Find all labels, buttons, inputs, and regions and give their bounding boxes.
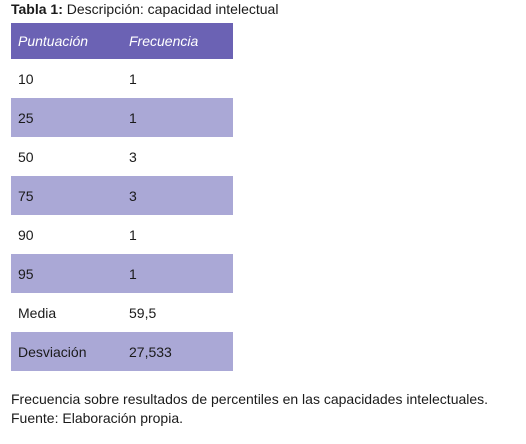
cell-puntuacion: 25 [18,109,34,126]
cell-puntuacion: 10 [18,70,34,87]
table-notes: Frecuencia sobre resultados de percentil… [11,390,488,428]
header-frecuencia: Frecuencia [129,33,199,49]
cell-frecuencia: 27,533 [129,343,172,360]
cell-puntuacion: 95 [18,265,34,282]
cell-puntuacion: Desviación [18,343,87,360]
cell-frecuencia: 1 [129,109,137,126]
cell-frecuencia: 3 [129,187,137,204]
cell-puntuacion: Media [18,304,57,321]
caption-text: Descripción: capacidad intelectual [66,1,279,17]
frequency-table: Puntuación Frecuencia 10 1 25 1 50 3 75 … [11,23,233,371]
cell-puntuacion: 75 [18,187,34,204]
cell-puntuacion: 50 [18,148,34,165]
table-row: 50 3 [11,137,233,176]
note-source: Fuente: Elaboración propia. [11,410,183,426]
table-row-media: Media 59,5 [11,293,233,332]
table-row-desviacion: Desviación 27,533 [11,332,233,371]
table-header-row: Puntuación Frecuencia [11,23,233,59]
cell-frecuencia: 1 [129,70,137,87]
table-caption: Tabla 1: Descripción: capacidad intelect… [11,1,278,18]
table-row: 75 3 [11,176,233,215]
table-row: 90 1 [11,215,233,254]
header-puntuacion: Puntuación [18,33,89,49]
table-row: 10 1 [11,59,233,98]
cell-frecuencia: 1 [129,226,137,243]
note-description: Frecuencia sobre resultados de percentil… [11,391,489,407]
cell-frecuencia: 3 [129,148,137,165]
cell-puntuacion: 90 [18,226,34,243]
table-row: 95 1 [11,254,233,293]
table-row: 25 1 [11,98,233,137]
caption-label: Tabla 1: [11,1,63,17]
cell-frecuencia: 1 [129,265,137,282]
cell-frecuencia: 59,5 [129,304,157,321]
